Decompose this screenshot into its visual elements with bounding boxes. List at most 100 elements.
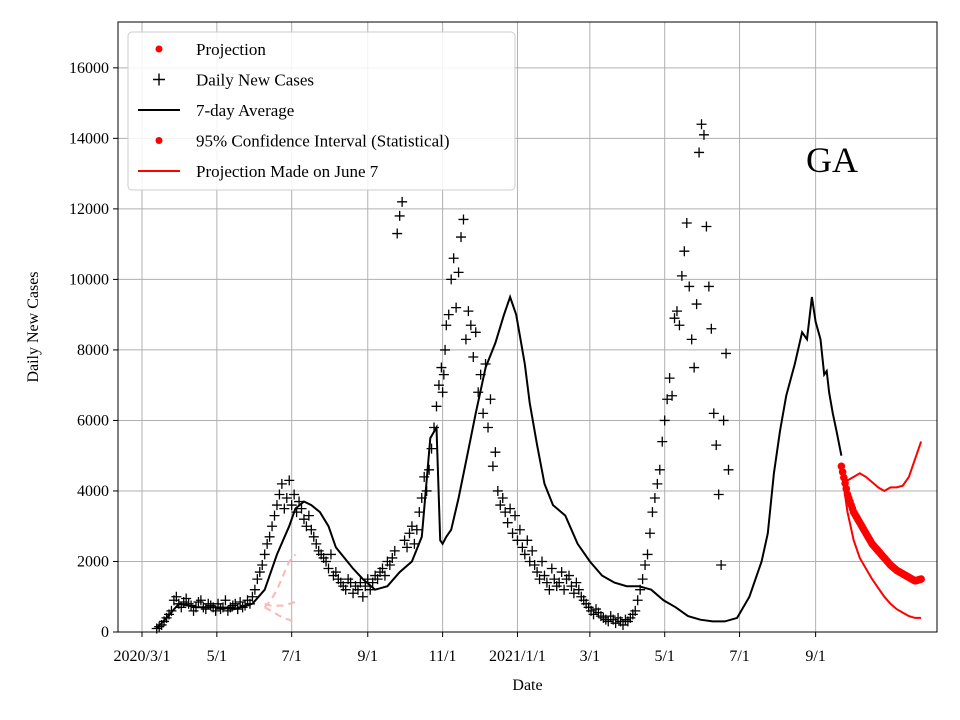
daily-case-point — [563, 570, 574, 581]
daily-case-point — [647, 507, 658, 518]
daily-case-point — [193, 597, 204, 608]
daily-case-point — [706, 323, 717, 334]
daily-case-point — [701, 221, 712, 232]
daily-case-point — [414, 507, 425, 518]
daily-case-point — [681, 217, 692, 228]
daily-case-point — [676, 270, 687, 281]
daily-case-point — [384, 560, 395, 571]
x-tick-label: 9/1 — [805, 648, 825, 665]
daily-case-point — [458, 214, 469, 225]
state-label: GA — [806, 140, 858, 180]
daily-case-point — [659, 415, 670, 426]
daily-case-point — [296, 503, 307, 514]
daily-case-point — [257, 560, 268, 571]
daily-case-point — [505, 503, 516, 514]
y-tick-label: 16000 — [69, 60, 109, 77]
legend-label: Projection — [196, 40, 266, 59]
daily-case-point — [478, 408, 489, 419]
daily-case-point — [437, 387, 448, 398]
legend-item: Projection Made on June 7 — [138, 162, 379, 181]
daily-case-point — [522, 535, 533, 546]
legend-marker-dot — [155, 137, 163, 144]
projection-point — [917, 575, 925, 583]
daily-case-point — [644, 528, 655, 539]
daily-case-point — [279, 503, 290, 514]
daily-case-point — [205, 600, 216, 611]
daily-case-point — [308, 531, 319, 542]
daily-case-point — [441, 320, 452, 331]
daily-case-point — [456, 232, 467, 243]
legend-item: 7-day Average — [138, 101, 294, 120]
daily-case-point — [431, 401, 442, 412]
daily-case-point — [424, 464, 435, 475]
daily-case-point — [325, 549, 336, 560]
daily-case-point — [703, 281, 714, 292]
daily-case-point — [718, 415, 729, 426]
daily-case-point — [409, 538, 420, 549]
daily-case-point — [411, 524, 422, 535]
daily-case-point — [220, 595, 231, 606]
june7-projection-line — [263, 553, 297, 608]
legend-item: Projection — [155, 40, 266, 59]
daily-case-point — [254, 567, 265, 578]
daily-case-point — [473, 387, 484, 398]
daily-case-point — [264, 531, 275, 542]
daily-case-point — [573, 584, 584, 595]
daily-case-point — [610, 618, 621, 629]
daily-case-point — [544, 584, 555, 595]
early-ci-upper-line — [264, 601, 296, 607]
y-tick-label: 12000 — [69, 201, 109, 218]
daily-case-point — [716, 560, 727, 571]
daily-case-point — [262, 538, 273, 549]
projection-point — [837, 462, 846, 471]
daily-case-point — [529, 560, 540, 571]
daily-case-point — [340, 584, 351, 595]
legend-marker-plus — [153, 73, 165, 86]
daily-case-point — [440, 344, 451, 355]
x-tick-label: 9/1 — [358, 648, 378, 665]
x-tick-label: 11/1 — [429, 648, 457, 665]
daily-case-point — [286, 500, 297, 511]
daily-case-point — [404, 528, 415, 539]
daily-case-point — [679, 246, 690, 257]
daily-case-point — [671, 306, 682, 317]
daily-case-point — [271, 500, 282, 511]
legend-box — [127, 31, 516, 191]
daily-case-point — [230, 598, 241, 609]
projection-point — [842, 485, 851, 493]
daily-case-point — [446, 274, 457, 285]
daily-case-point — [483, 422, 494, 433]
daily-case-point — [453, 267, 464, 278]
x-axis-ticks: 2020/3/1 5/1 7/1 9/1 11/1 2021/1/1 3/1 5/1 7/1 9/… — [114, 632, 826, 665]
daily-case-point — [632, 595, 643, 606]
y-tick-label: 8000 — [77, 342, 109, 359]
daily-case-point — [487, 461, 498, 472]
y-tick-label: 10000 — [69, 271, 109, 288]
y-tick-label: 2000 — [77, 553, 109, 570]
daily-case-point — [649, 493, 660, 504]
daily-case-point — [532, 567, 543, 578]
daily-case-point — [433, 380, 444, 391]
daily-case-point — [289, 489, 300, 500]
x-tick-label: 3/1 — [580, 648, 600, 665]
daily-case-point — [470, 327, 481, 338]
plot-frame — [117, 21, 938, 633]
daily-case-point — [171, 591, 182, 602]
daily-case-point — [696, 119, 707, 130]
x-tick-label: 2020/3/1 — [114, 648, 171, 665]
daily-case-point — [438, 369, 449, 380]
daily-case-point — [711, 440, 722, 451]
daily-case-point — [490, 447, 501, 458]
legend-marker-dot — [155, 45, 163, 53]
legend-label: Projection Made on June 7 — [196, 162, 379, 181]
daily-case-point — [252, 574, 263, 585]
daily-case-point — [389, 545, 400, 556]
daily-case-point — [195, 595, 206, 606]
daily-case-point — [694, 147, 705, 158]
daily-case-point — [721, 348, 732, 359]
daily-case-point — [495, 500, 506, 511]
ci-lower-line — [840, 469, 922, 619]
x-tick-label: 5/1 — [654, 648, 674, 665]
daily-case-point — [269, 510, 280, 521]
